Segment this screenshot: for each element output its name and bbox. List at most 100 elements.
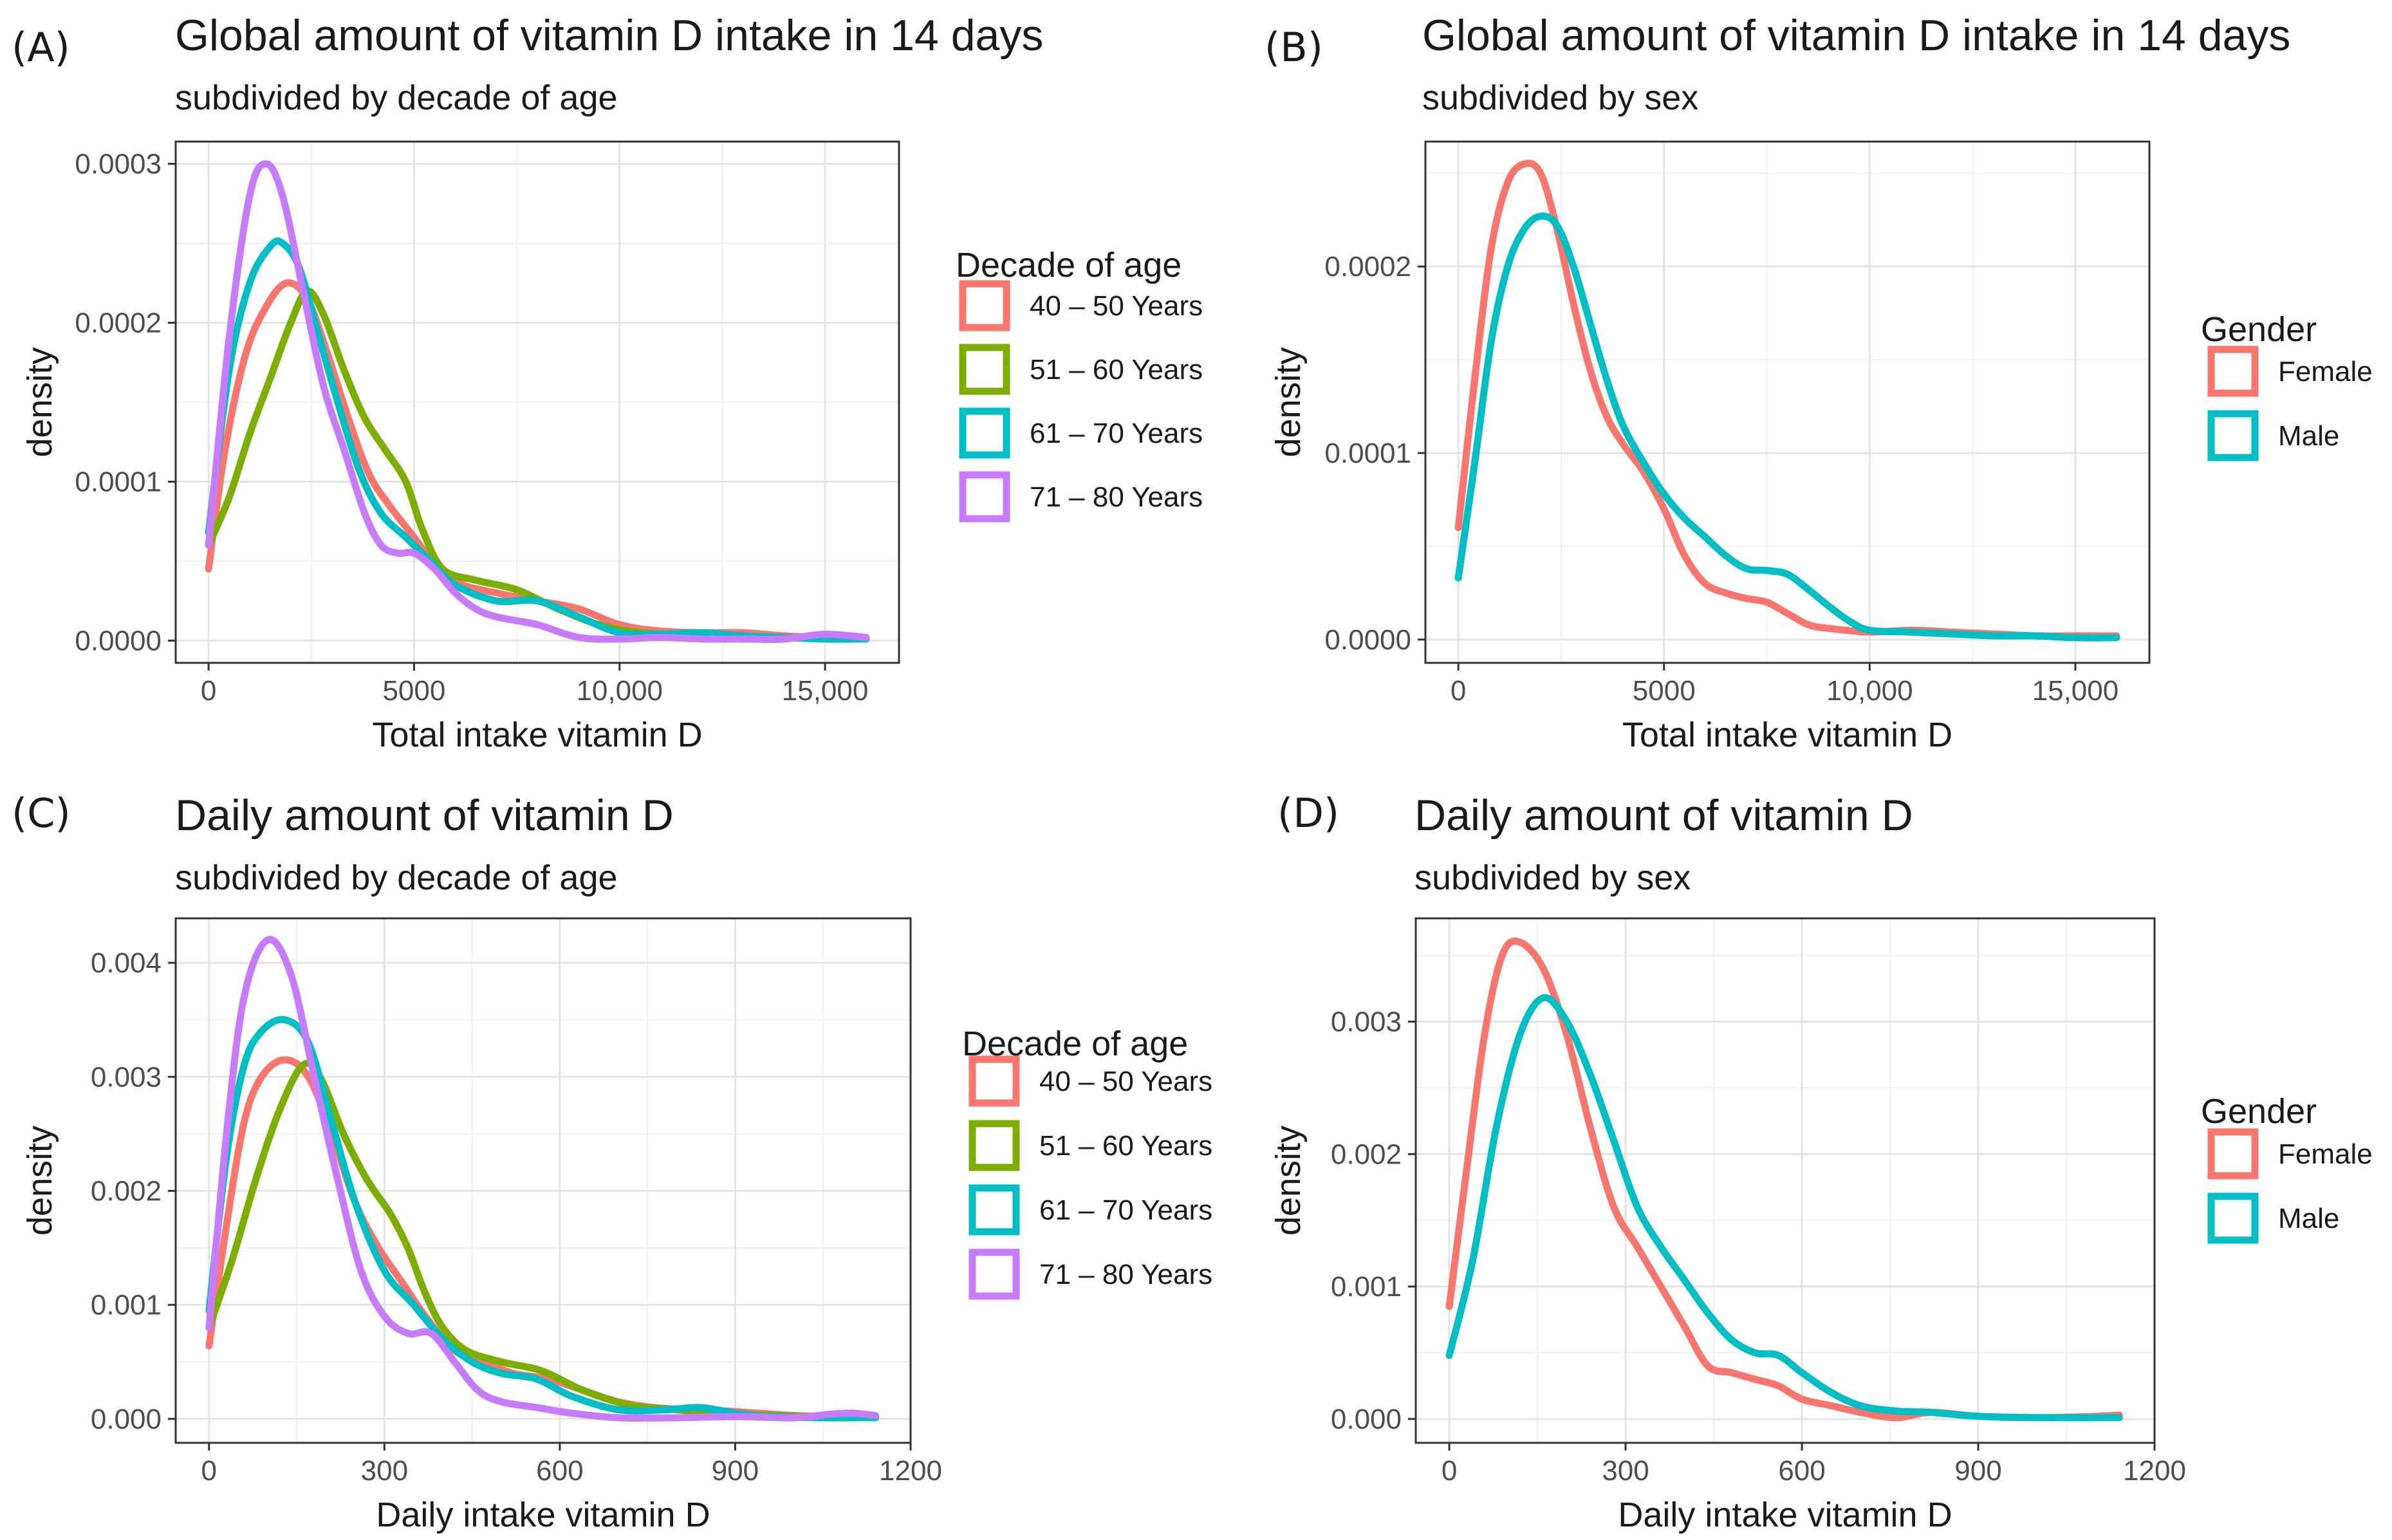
legend-key [2207,1128,2259,1180]
legend: Gender Female Male [2201,310,2373,461]
legend-label: 61 – 70 Years [1039,1194,1212,1226]
x-tick-label: 900 [1954,1455,2001,1487]
chart-subtitle: subdivided by decade of age [175,79,618,117]
legend-key [969,1248,1020,1300]
legend-label: Female [2278,1138,2373,1170]
x-tick-label: 0 [1442,1455,1457,1487]
legend-label: 51 – 60 Years [1039,1130,1212,1162]
legend-key [969,1055,1020,1107]
panel-a: (A) Global amount of vitamin D intake in … [12,11,1203,754]
x-tick-label: 10,000 [1826,675,1913,707]
panel-label: (B) [1265,24,1323,71]
y-tick-label: 0.004 [91,947,162,979]
x-tick-label: 15,000 [2032,675,2119,707]
legend: Gender Female Male [2201,1092,2373,1244]
chart-subtitle: subdivided by sex [1422,79,1698,117]
legend-key [969,1120,1020,1171]
legend-title: Gender [2201,1092,2317,1131]
chart-title: Global amount of vitamin D intake in 14 … [1422,11,2290,60]
legend-label: 71 – 80 Years [1039,1259,1212,1290]
plot-border [1414,917,2156,1444]
plot-background [176,918,911,1443]
x-tick-label: 600 [536,1455,583,1487]
x-tick-label: 900 [712,1455,759,1487]
chart-title: Daily amount of vitamin D [175,791,674,840]
legend-label: 61 – 70 Years [1030,418,1203,449]
x-tick-label: 300 [361,1455,408,1487]
legend-key [2207,1192,2259,1244]
legend-title: Decade of age [956,246,1182,284]
y-axis-title: density [21,1126,59,1236]
legend-key [2207,346,2259,397]
x-tick-label: 5000 [382,675,445,707]
y-axis-title: density [1269,1126,1308,1236]
x-axis-title: Daily intake vitamin D [1618,1496,1952,1534]
y-tick-label: 0.001 [1331,1271,1402,1303]
legend-key [959,280,1010,331]
legend-key [969,1184,1020,1236]
chart-subtitle: subdivided by sex [1414,858,1691,897]
y-axis-title: density [21,347,59,457]
y-tick-label: 0.001 [91,1290,162,1321]
legend-key [959,344,1010,395]
y-axis-title: density [1269,347,1308,457]
density-curve-4 [205,936,879,1422]
legend-label: 51 – 60 Years [1030,354,1203,385]
panel-b: (B) Global amount of vitamin D intake in … [1265,11,2373,754]
x-axis-title: Total intake vitamin D [1622,716,1952,754]
x-tick-label: 1200 [2123,1455,2186,1487]
y-tick-label: 0.0000 [75,625,162,656]
legend: Decade of age 40 – 50 Years 51 – 60 Years 6… [956,246,1203,523]
density-curve-2 [205,1059,879,1420]
x-tick-label: 0 [1451,675,1466,707]
panel-c: (C) Daily amount of vitamin D subdivided b… [12,790,1212,1534]
y-tick-label: 0.003 [91,1061,162,1093]
y-tick-label: 0.002 [91,1175,162,1207]
legend-label: Female [2278,356,2373,387]
y-tick-label: 0.000 [91,1404,162,1435]
x-tick-label: 15,000 [782,675,869,707]
panel-label: (A) [12,24,70,71]
legend-label: Male [2278,1203,2339,1234]
legend-label: Male [2278,420,2339,452]
panel-label: (D) [1277,790,1339,837]
chart-title: Global amount of vitamin D intake in 14 … [175,11,1043,60]
density-curve-2 [1445,994,2123,1422]
x-tick-label: 1200 [879,1455,942,1487]
x-tick-label: 0 [201,675,216,707]
panel-d: (D) Daily amount of vitamin D subdivided b… [1269,790,2373,1534]
chart-subtitle: subdivided by decade of age [175,858,618,897]
density-curve-4 [205,160,870,644]
x-axis-title: Daily intake vitamin D [376,1496,710,1534]
plot-border [1424,140,2151,664]
legend-key [959,407,1010,459]
y-tick-label: 0.003 [1331,1007,1402,1038]
y-tick-label: 0.0001 [1324,438,1411,469]
chart-title: Daily amount of vitamin D [1414,791,1913,840]
legend-key [959,471,1010,523]
y-tick-label: 0.0001 [75,466,162,497]
y-tick-label: 0.0000 [1324,624,1411,656]
y-tick-label: 0.0002 [75,308,162,339]
x-tick-label: 5000 [1633,675,1696,707]
y-tick-label: 0.0002 [1324,251,1411,283]
panel-label: (C) [12,790,71,837]
y-tick-label: 0.002 [1331,1138,1402,1170]
legend-title: Gender [2201,310,2317,349]
legend-key [2207,410,2259,461]
plot-border [174,140,900,664]
x-tick-label: 0 [201,1455,217,1487]
legend-label: 71 – 80 Years [1030,481,1203,513]
legend-label: 40 – 50 Years [1030,290,1203,322]
y-tick-label: 0.0003 [75,149,162,180]
x-tick-label: 600 [1778,1455,1825,1487]
density-curve-3 [205,237,870,643]
density-curve-3 [205,1016,879,1422]
legend-label: 40 – 50 Years [1039,1066,1212,1097]
x-axis-title: Total intake vitamin D [372,716,702,754]
x-tick-label: 10,000 [576,675,663,707]
plot-border [174,917,912,1444]
density-curve-2 [1454,212,2120,642]
